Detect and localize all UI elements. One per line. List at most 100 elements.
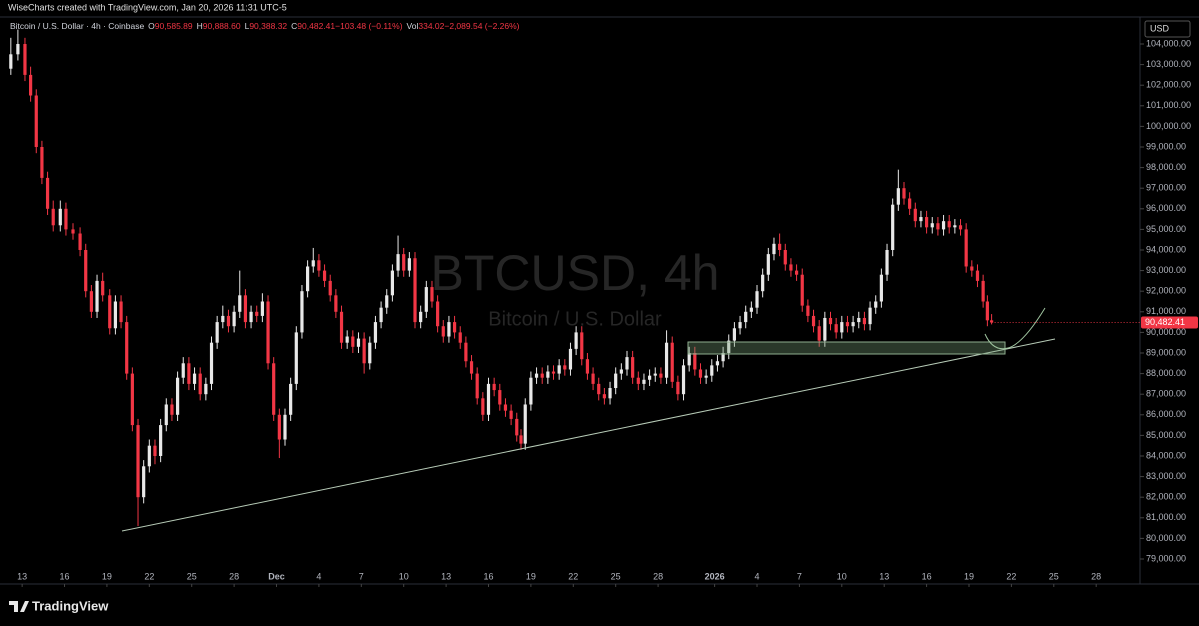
x-tick-label: 16 xyxy=(483,571,493,581)
candle-body xyxy=(574,332,578,349)
candle-body xyxy=(345,336,349,343)
candle-body xyxy=(136,425,140,498)
x-tick-label: 16 xyxy=(60,571,70,581)
candle-body xyxy=(322,270,327,281)
candle-body xyxy=(164,404,168,426)
candle-body xyxy=(209,342,214,384)
candle-body xyxy=(509,410,513,419)
candle-body xyxy=(941,221,946,230)
candle-body xyxy=(975,270,980,281)
candle-body xyxy=(130,373,134,426)
candle-body xyxy=(492,383,496,391)
x-tick-label: 13 xyxy=(879,571,889,581)
candle-body xyxy=(187,363,191,384)
x-tick-label: 4 xyxy=(316,571,321,581)
candle-body xyxy=(515,418,519,436)
candle-body xyxy=(277,414,281,440)
candle-body xyxy=(631,357,635,378)
candle-body xyxy=(498,390,502,405)
candle-body xyxy=(238,295,242,312)
candle-body xyxy=(390,270,394,296)
candle-body xyxy=(9,54,13,69)
candle-body xyxy=(317,260,321,271)
candle-body xyxy=(373,322,378,343)
candle-body xyxy=(687,352,691,366)
candle-body xyxy=(481,398,485,415)
y-tick-label: 101,000.00 xyxy=(1146,100,1191,110)
candle-body xyxy=(243,295,248,323)
candle-body xyxy=(664,342,669,378)
x-tick-label: 19 xyxy=(964,571,974,581)
candle-body xyxy=(958,225,963,230)
candle-body xyxy=(608,388,612,399)
candle-body xyxy=(698,369,703,378)
candle-body xyxy=(362,338,366,364)
candle-body xyxy=(985,301,989,321)
candle-body xyxy=(328,280,332,296)
candle-body xyxy=(339,311,344,343)
footer-text: TradingView xyxy=(32,598,109,613)
x-tick-label: 19 xyxy=(102,571,112,581)
candle-body xyxy=(71,229,75,234)
watermark-title: BTCUSD, 4h xyxy=(431,245,720,301)
candle-body xyxy=(749,307,753,312)
x-tick-label: 7 xyxy=(359,571,364,581)
candle-body xyxy=(101,280,105,296)
candle-body xyxy=(289,383,293,415)
y-tick-label: 80,000.00 xyxy=(1146,533,1186,543)
candle-body xyxy=(625,357,629,370)
projection-curve xyxy=(984,307,1046,350)
candle-body xyxy=(16,43,20,55)
candle-body xyxy=(469,361,474,374)
candle-body xyxy=(64,208,68,230)
candle-body xyxy=(732,328,737,341)
candle-body xyxy=(419,311,423,323)
candle-body xyxy=(311,260,315,267)
candle-body xyxy=(710,365,714,376)
candle-body xyxy=(175,377,180,415)
candle-body xyxy=(413,258,417,323)
candle-body xyxy=(879,274,883,302)
candle-body xyxy=(29,74,33,96)
candle-body xyxy=(540,373,544,378)
candle-body xyxy=(447,322,451,337)
y-tick-label: 103,000.00 xyxy=(1146,59,1191,69)
candle-body xyxy=(908,198,912,209)
candle-body xyxy=(862,317,867,325)
candle-body xyxy=(766,254,770,275)
candle-body xyxy=(990,320,994,323)
candle-body xyxy=(580,332,584,360)
candle-body xyxy=(260,301,264,316)
plot xyxy=(9,29,994,527)
candle-body xyxy=(693,352,697,370)
candle-body xyxy=(845,322,850,327)
candle-body xyxy=(721,352,725,362)
candle-body xyxy=(840,322,844,333)
support-zone xyxy=(687,341,1006,355)
y-tick-label: 82,000.00 xyxy=(1146,492,1186,502)
candle-body xyxy=(851,322,855,327)
candle-body xyxy=(783,249,787,265)
legend-key: Vol xyxy=(407,21,419,31)
candle-body xyxy=(670,342,674,382)
x-tick-label: 13 xyxy=(441,571,451,581)
candle-body xyxy=(648,375,652,380)
legend-value: −103.48 (−0.11%) xyxy=(335,21,403,31)
candle-body xyxy=(385,295,389,308)
x-tick-label: 10 xyxy=(399,571,409,581)
candle-body xyxy=(828,317,833,325)
currency-button-frame[interactable] xyxy=(1144,20,1191,38)
currency-label[interactable]: USD xyxy=(1150,23,1170,33)
legend-value: 334.02 xyxy=(418,21,444,31)
y-tick-label: 85,000.00 xyxy=(1146,430,1186,440)
currency-button[interactable]: USD xyxy=(1144,20,1191,38)
candle-body xyxy=(255,311,259,316)
candle-body xyxy=(619,369,623,374)
candle-body xyxy=(119,301,123,323)
candle-body xyxy=(857,317,861,323)
legend-symbol: Bitcoin / U.S. Dollar · 4h · Coinbase xyxy=(10,21,144,31)
candle-body xyxy=(970,266,974,271)
candle-body xyxy=(142,466,146,498)
candle-body xyxy=(563,365,567,370)
